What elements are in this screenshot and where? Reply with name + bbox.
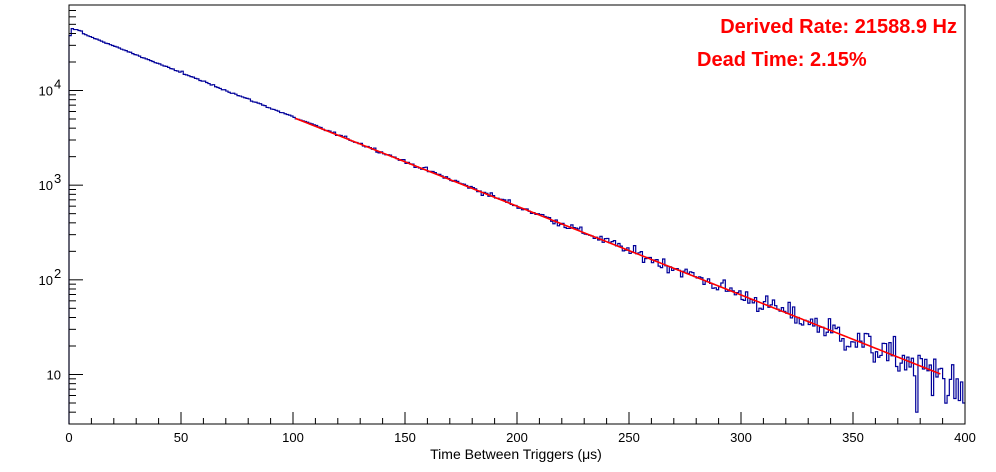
y-axis-ticks [69,4,83,425]
y-tick-label: 10 [39,273,53,288]
x-axis-tick-labels: 0 50 100 150 200 250 300 350 400 [65,430,975,445]
y-tick-exponent: 2 [54,266,61,281]
y-tick-label: 10 [39,83,53,98]
x-tick-label: 200 [506,430,528,445]
x-tick-label: 50 [174,430,188,445]
y-tick-label: 10 [47,367,61,382]
dead-time-annotation: Dead Time: 2.15% [697,49,867,71]
x-axis-title: Time Between Triggers (μs) [430,446,602,462]
x-tick-label: 0 [65,430,72,445]
y-tick-label: 10 [39,178,53,193]
x-tick-label: 150 [394,430,416,445]
x-tick-label: 350 [842,430,864,445]
x-tick-label: 300 [730,430,752,445]
x-tick-label: 100 [282,430,304,445]
x-axis-ticks [68,412,966,424]
x-tick-label: 400 [954,430,976,445]
fit-curve [294,117,941,375]
y-tick-exponent: 3 [54,171,61,186]
fit-group [294,117,941,375]
derived-rate-annotation: Derived Rate: 21588.9 Hz [720,16,957,38]
x-tick-label: 250 [618,430,640,445]
y-tick-exponent: 4 [54,76,61,91]
